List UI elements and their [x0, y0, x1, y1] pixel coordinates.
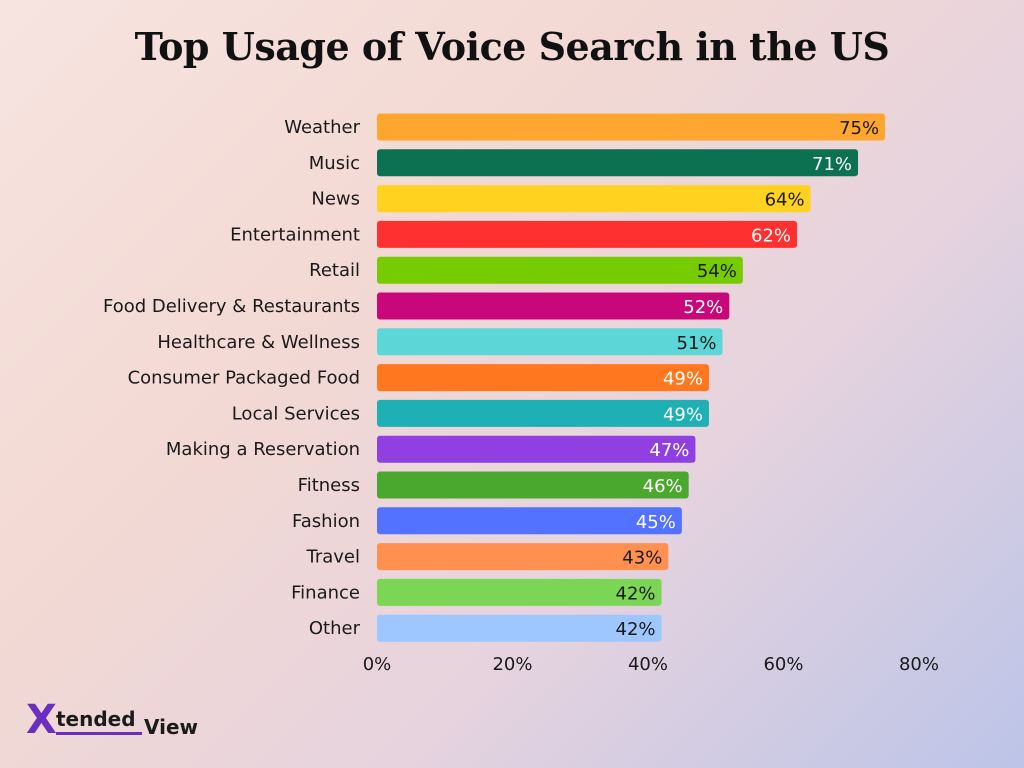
- bar-chart: Weather 75% Music 71% News 64% Entertainment 62…: [103, 113, 939, 675]
- category-label: Local Services: [232, 403, 360, 424]
- category-label: Weather: [284, 117, 360, 138]
- category-label: News: [311, 189, 360, 210]
- bar: [377, 543, 669, 571]
- logo-word-view: View: [144, 715, 199, 739]
- bar: [377, 364, 709, 392]
- value-label: 43%: [622, 548, 662, 569]
- brand-logo: X tended View: [26, 700, 226, 744]
- category-label: Healthcare & Wellness: [157, 332, 360, 353]
- value-label: 49%: [663, 369, 703, 390]
- x-tick-label: 20%: [492, 654, 532, 675]
- bar: [377, 149, 859, 177]
- value-label: 47%: [649, 440, 689, 461]
- bar: [377, 507, 682, 535]
- bar: [377, 614, 662, 642]
- value-label: 52%: [683, 297, 723, 318]
- value-label: 45%: [636, 512, 676, 533]
- category-label: Travel: [305, 547, 360, 568]
- value-label: 42%: [616, 619, 656, 640]
- category-label: Fashion: [292, 511, 360, 532]
- value-label: 71%: [812, 154, 852, 175]
- bar: [377, 578, 662, 606]
- category-label: Making a Reservation: [166, 439, 360, 460]
- x-tick-label: 0%: [363, 654, 392, 675]
- category-label: Finance: [291, 582, 360, 603]
- value-label: 54%: [697, 261, 737, 282]
- x-tick-label: 80%: [899, 654, 939, 675]
- logo-x-mark: X: [26, 697, 57, 743]
- category-label: Food Delivery & Restaurants: [103, 296, 360, 317]
- value-label: 62%: [751, 225, 791, 246]
- bar: [377, 328, 723, 356]
- category-label: Fitness: [298, 475, 360, 496]
- bar: [377, 113, 886, 141]
- category-label: Music: [309, 153, 360, 174]
- value-label: 51%: [677, 333, 717, 354]
- bar: [377, 256, 743, 284]
- category-label: Other: [309, 618, 361, 639]
- bar: [377, 185, 811, 213]
- logo-word-tended: tended: [56, 707, 136, 731]
- bar: [377, 292, 730, 320]
- bar: [377, 220, 798, 248]
- value-label: 46%: [643, 476, 683, 497]
- x-tick-label: 40%: [628, 654, 668, 675]
- value-label: 49%: [663, 404, 703, 425]
- value-label: 75%: [839, 118, 879, 139]
- category-label: Consumer Packaged Food: [128, 368, 360, 389]
- chart-title: Top Usage of Voice Search in the US: [134, 24, 890, 69]
- bar: [377, 399, 709, 427]
- value-label: 64%: [765, 190, 805, 211]
- bar: [377, 435, 696, 463]
- value-label: 42%: [616, 583, 656, 604]
- logo-underline: [56, 732, 142, 735]
- bar: [377, 471, 689, 499]
- category-label: Retail: [309, 260, 360, 281]
- category-label: Entertainment: [230, 224, 360, 245]
- x-tick-label: 60%: [763, 654, 803, 675]
